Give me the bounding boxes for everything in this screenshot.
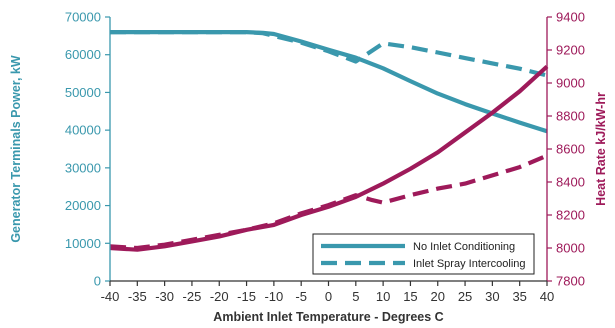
- right-tick-label: 8200: [556, 208, 585, 223]
- x-axis-title: Ambient Inlet Temperature - Degrees C: [213, 310, 443, 324]
- left-tick-label: 70000: [65, 10, 101, 25]
- x-tick-label: 10: [376, 289, 390, 304]
- left-tick-label: 60000: [65, 47, 101, 62]
- x-tick-label: 40: [540, 289, 554, 304]
- x-tick-label: -15: [237, 289, 256, 304]
- x-tick-label: 20: [431, 289, 445, 304]
- right-tick-label: 8600: [556, 142, 585, 157]
- series-line-power-solid: [110, 29, 548, 134]
- x-tick-label: 15: [403, 289, 417, 304]
- right-tick-label: 7800: [556, 274, 585, 289]
- x-tick-label: 25: [458, 289, 472, 304]
- left-tick-label: 0: [94, 274, 101, 289]
- right-tick-label: 9400: [556, 10, 585, 25]
- series-line-heat_rate-solid: [109, 64, 549, 252]
- x-tick-label: -10: [264, 289, 283, 304]
- legend-box: [312, 233, 535, 275]
- series-line-heat_rate-dashed: [109, 153, 548, 251]
- series-layer: [109, 29, 549, 252]
- left-axis-title: Generator Terminals Power, kW: [9, 55, 23, 243]
- x-tick-label: -35: [128, 289, 147, 304]
- x-tick-label: -5: [295, 289, 307, 304]
- legend-label-inlet-spray-intercooling: Inlet Spray Intercooling: [413, 258, 526, 270]
- x-tick-label: 5: [352, 289, 359, 304]
- right-tick-label: 8800: [556, 109, 585, 124]
- x-tick-label: -25: [183, 289, 202, 304]
- x-tick-label: -30: [155, 289, 174, 304]
- legend-label-no-inlet-conditioning: No Inlet Conditioning: [413, 241, 515, 253]
- left-tick-label: 30000: [65, 160, 101, 175]
- legend: No Inlet Conditioning Inlet Spray Interc…: [312, 233, 535, 275]
- left-tick-label: 10000: [65, 236, 101, 251]
- right-tick-label: 9200: [556, 43, 585, 58]
- x-tick-label: 35: [512, 289, 526, 304]
- right-tick-label: 9000: [556, 76, 585, 91]
- left-tick-label: 50000: [65, 85, 101, 100]
- series-line-power-dashed: [110, 29, 548, 78]
- left-tick-label: 20000: [65, 198, 101, 213]
- x-tick-label: 30: [485, 289, 499, 304]
- right-axis-title: Heat Rate kJ/kW-hr: [594, 92, 608, 206]
- right-tick-label: 8000: [556, 241, 585, 256]
- x-tick-label: 0: [325, 289, 332, 304]
- ticks-layer: 0 10000 20000 30000 40000 50000 60000 70000 7800…: [65, 10, 585, 305]
- x-tick-label: -40: [101, 289, 120, 304]
- right-tick-label: 8400: [556, 175, 585, 190]
- left-tick-label: 40000: [65, 123, 101, 138]
- x-tick-label: -20: [210, 289, 229, 304]
